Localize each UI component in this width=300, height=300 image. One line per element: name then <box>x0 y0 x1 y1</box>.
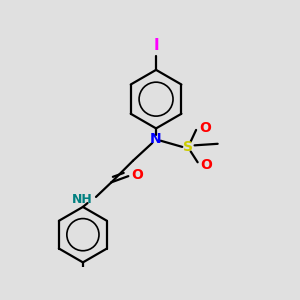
Text: N: N <box>150 132 162 146</box>
Text: O: O <box>199 121 211 135</box>
Text: O: O <box>131 168 143 182</box>
Text: NH: NH <box>71 193 92 206</box>
Text: I: I <box>153 38 159 53</box>
Text: S: S <box>183 140 194 154</box>
Text: O: O <box>201 158 213 172</box>
